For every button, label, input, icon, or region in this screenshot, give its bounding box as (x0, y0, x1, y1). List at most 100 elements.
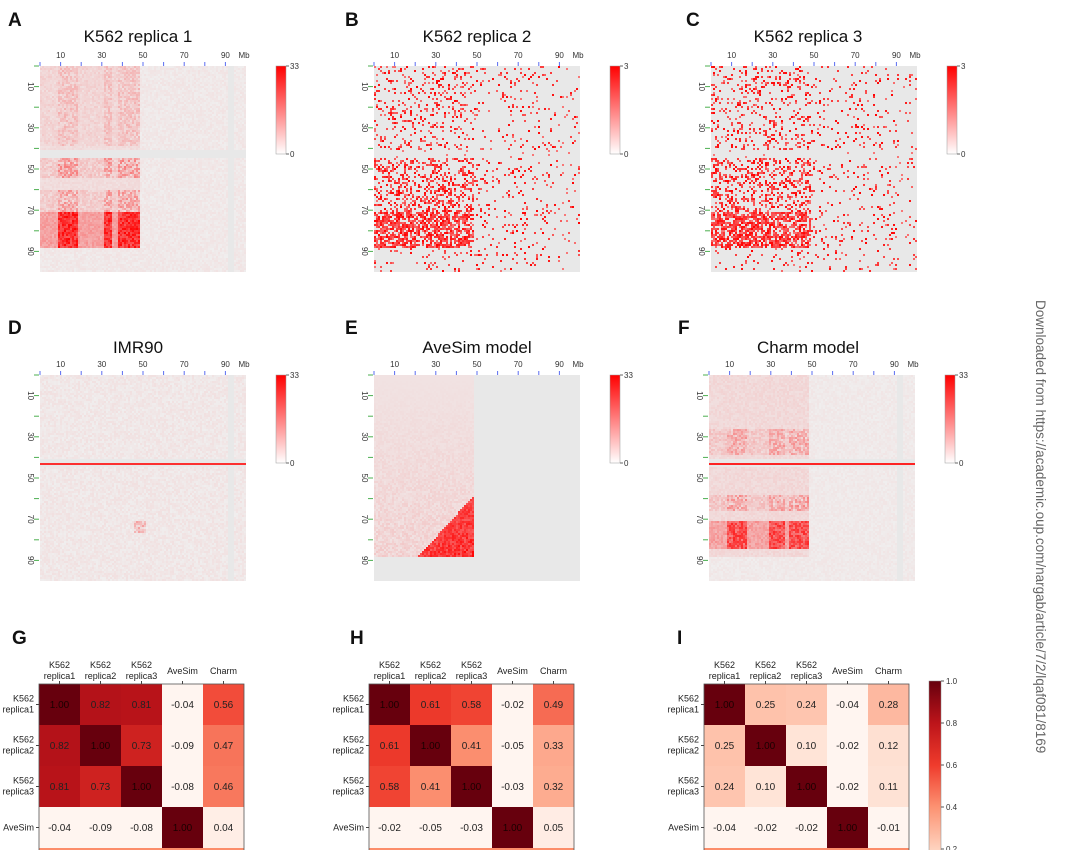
hic-axes: 10 10 30 30 50 50 70 70 90 90 Mb 33 0 (360, 360, 633, 581)
colorbar-min-label: 0 (959, 459, 964, 468)
matrix-row-clipped (39, 848, 244, 850)
correlation-matrix-i: 1.00 0.25 0.24 -0.04 0.28 0.25 1.00 0.10 -0.02 0.… (667, 660, 958, 850)
cell-value: -0.02 (501, 700, 524, 711)
cell-value: 0.25 (756, 700, 776, 711)
row-label: replica2 (667, 746, 699, 756)
matrix-cell (451, 684, 492, 725)
cell-value: -0.02 (836, 782, 859, 793)
cell-value: 0.56 (214, 700, 234, 711)
cell-value: -0.03 (460, 823, 483, 834)
row-label: replica1 (332, 705, 364, 715)
matrix-cell (369, 807, 410, 848)
panel-letter-i: I (677, 628, 683, 649)
y-tick-label: 70 (695, 515, 704, 524)
hic-axes: 10 10 30 30 50 50 70 70 90 90 Mb 33 0 (26, 51, 299, 272)
colorbar-tick-label: 1.0 (946, 677, 958, 686)
matrix-cell (704, 684, 745, 725)
matrix-cell (369, 725, 410, 766)
panel-letter-a: A (8, 10, 22, 31)
cell-value: 0.73 (91, 782, 111, 793)
colorbar-max-label: 3 (624, 62, 629, 71)
matrix-cell (745, 807, 786, 848)
cell-value: -0.04 (171, 700, 194, 711)
cell-value: -0.02 (795, 823, 818, 834)
matrix-cell (410, 725, 451, 766)
cell-value: 1.00 (50, 700, 70, 711)
col-label: AveSim (832, 666, 863, 676)
heatmap-title-a: K562 replica 1 (83, 27, 193, 46)
x-tick-label: 50 (139, 51, 148, 60)
cell-value: -0.05 (419, 823, 442, 834)
y-tick-label: 70 (26, 206, 35, 215)
matrix-row-clipped (704, 848, 909, 850)
cell-value: 1.00 (503, 823, 523, 834)
matrix-cell (451, 766, 492, 807)
download-watermark: Downloaded from https://academic.oup.com… (1032, 300, 1052, 845)
col-label: replica3 (126, 671, 158, 681)
col-label: K562 (755, 660, 776, 670)
colorbar-tick-label: 0.4 (946, 803, 958, 812)
cell-value: -0.02 (378, 823, 401, 834)
cell-value: 1.00 (380, 700, 400, 711)
y-tick-label: 50 (360, 474, 369, 483)
cell-value: 1.00 (421, 741, 441, 752)
cell-value: 1.00 (838, 823, 858, 834)
cell-value: 0.47 (214, 741, 234, 752)
row-label: replica3 (332, 787, 364, 797)
cell-value: 0.81 (132, 700, 152, 711)
row-label: replica2 (332, 746, 364, 756)
cell-value: -0.03 (501, 782, 524, 793)
matrix-cell (786, 807, 827, 848)
watermark-text: Downloaded from https://academic.oup.com… (1033, 300, 1048, 754)
x-tick-label: 30 (768, 51, 777, 60)
matrix-cell (80, 766, 121, 807)
cell-value: 0.10 (797, 741, 817, 752)
x-unit-label: Mb (909, 51, 921, 60)
matrix-cell (786, 684, 827, 725)
x-tick-label: 10 (390, 360, 399, 369)
heatmap-title-f: Charm model (756, 338, 860, 357)
row-label: K562 (678, 735, 699, 745)
matrix-cell (162, 807, 203, 848)
col-label: Charm (210, 666, 237, 676)
y-tick-label: 10 (26, 82, 35, 91)
heatmap-title-d: IMR90 (112, 338, 164, 357)
row-label: K562 (678, 694, 699, 704)
colorbar-max-label: 33 (290, 62, 299, 71)
col-label: K562 (420, 660, 441, 670)
colorbar-min-label: 0 (624, 459, 629, 468)
matrix-cell (203, 807, 244, 848)
matrix-cell (162, 684, 203, 725)
matrix-cell (492, 725, 533, 766)
row-label: AveSim (333, 823, 364, 833)
col-label: Charm (875, 666, 902, 676)
cell-value: 0.73 (132, 741, 152, 752)
matrix-cell (533, 766, 574, 807)
cell-value: -0.09 (171, 741, 194, 752)
x-tick-label: 90 (892, 51, 901, 60)
matrix-cell (121, 807, 162, 848)
hic-matrix-image (374, 375, 580, 581)
matrix-cell (203, 766, 244, 807)
x-unit-label: Mb (907, 360, 919, 369)
y-tick-label: 50 (360, 165, 369, 174)
colorbar-max-label: 33 (624, 371, 633, 380)
matrix-cell (203, 684, 244, 725)
y-tick-label: 50 (695, 474, 704, 483)
matrix-cell (369, 684, 410, 725)
y-tick-label: 70 (26, 515, 35, 524)
matrix-cell (492, 684, 533, 725)
cell-value: 1.00 (91, 741, 111, 752)
correlation-matrix-h: 1.00 0.61 0.58 -0.02 0.49 0.61 1.00 0.41 -0.05 0.… (332, 660, 575, 850)
matrix-cell (121, 684, 162, 725)
matrix-cell (533, 725, 574, 766)
col-label: K562 (379, 660, 400, 670)
colorbar-max-label: 33 (959, 371, 968, 380)
colorbar-max-label: 33 (290, 371, 299, 380)
cell-value: 0.41 (462, 741, 482, 752)
cell-value: 1.00 (462, 782, 482, 793)
matrix-cell (410, 807, 451, 848)
matrix-cell (80, 725, 121, 766)
matrix-cell (39, 684, 80, 725)
